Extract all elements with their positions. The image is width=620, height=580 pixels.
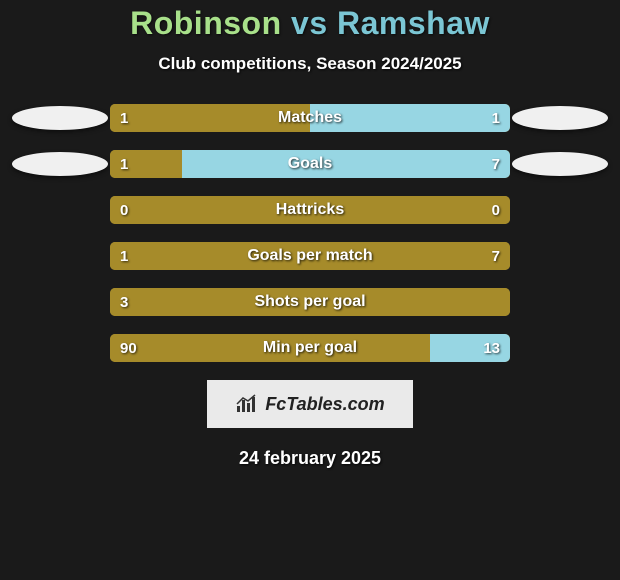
stat-row: 11Matches	[0, 104, 620, 132]
subtitle: Club competitions, Season 2024/2025	[0, 54, 620, 74]
stats-list: 11Matches17Goals00Hattricks17Goals per m…	[0, 104, 620, 362]
stat-value-right: 7	[482, 242, 510, 270]
stat-value-left: 3	[110, 288, 138, 316]
badge-slot-right	[510, 152, 610, 176]
team-badge-right	[512, 106, 608, 130]
bar-left-fill	[110, 196, 510, 224]
stat-value-right: 0	[482, 196, 510, 224]
stat-bar: 17Goals per match	[110, 242, 510, 270]
title-player1: Robinson	[130, 5, 282, 41]
badge-slot-right	[510, 106, 610, 130]
badge-slot-left	[10, 152, 110, 176]
stat-value-left: 90	[110, 334, 147, 362]
team-badge-right	[512, 152, 608, 176]
bar-right-fill	[310, 104, 510, 132]
stat-row: 17Goals per match	[0, 242, 620, 270]
stat-value-left: 1	[110, 104, 138, 132]
chart-icon	[235, 394, 259, 414]
page-title: Robinson vs Ramshaw	[0, 5, 620, 42]
stat-value-right	[490, 288, 510, 316]
bar-right-fill	[182, 150, 510, 178]
bar-left-fill	[110, 104, 310, 132]
stat-bar: 11Matches	[110, 104, 510, 132]
stat-row: 3Shots per goal	[0, 288, 620, 316]
stat-bar: 00Hattricks	[110, 196, 510, 224]
bar-left-fill	[110, 288, 510, 316]
stat-value-right: 1	[482, 104, 510, 132]
badge-slot-left	[10, 106, 110, 130]
stat-value-left: 0	[110, 196, 138, 224]
bar-left-fill	[110, 334, 430, 362]
team-badge-left	[12, 106, 108, 130]
brand-badge: FcTables.com	[207, 380, 413, 428]
title-vs: vs	[291, 5, 328, 41]
team-badge-left	[12, 152, 108, 176]
stat-bar: 17Goals	[110, 150, 510, 178]
stat-row: 00Hattricks	[0, 196, 620, 224]
stat-value-left: 1	[110, 242, 138, 270]
stat-row: 9013Min per goal	[0, 334, 620, 362]
stat-bar: 3Shots per goal	[110, 288, 510, 316]
bar-left-fill	[110, 242, 510, 270]
date-label: 24 february 2025	[0, 448, 620, 469]
stat-row: 17Goals	[0, 150, 620, 178]
stat-bar: 9013Min per goal	[110, 334, 510, 362]
comparison-card: Robinson vs Ramshaw Club competitions, S…	[0, 0, 620, 469]
stat-value-left: 1	[110, 150, 138, 178]
brand-text: FcTables.com	[265, 394, 384, 415]
stat-value-right: 7	[482, 150, 510, 178]
title-player2: Ramshaw	[337, 5, 490, 41]
stat-value-right: 13	[473, 334, 510, 362]
